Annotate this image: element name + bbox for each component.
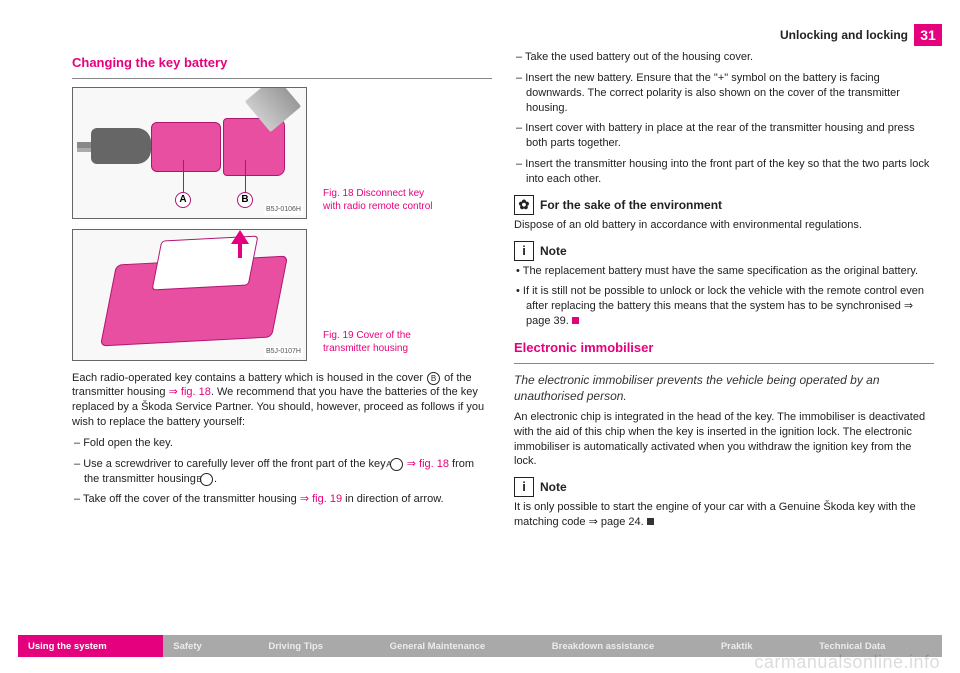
circ-b: B	[427, 372, 440, 385]
immob-note-body: It is only possible to start the engine …	[514, 500, 934, 530]
step-7: Insert the transmitter housing into the …	[514, 157, 934, 187]
immob-note-b: .	[641, 516, 644, 528]
tab-general-maintenance[interactable]: General Maintenance	[380, 635, 542, 657]
arrow-stem	[238, 242, 242, 258]
note-1: The replacement battery must have the sa…	[514, 264, 934, 279]
flower-icon: ✿	[514, 195, 534, 215]
figure-19-code: B5J-0107H	[264, 347, 303, 356]
tab-breakdown[interactable]: Breakdown assistance	[542, 635, 711, 657]
figure-18-block: A B B5J-0106H Fig. 18 Disconnect key wit…	[72, 87, 492, 219]
step3b: in direction of arrow.	[342, 493, 444, 505]
step3a: Take off the cover of the transmitter ho…	[83, 493, 300, 505]
figure-19-image: B5J-0107H	[72, 229, 307, 361]
note-title: Note	[540, 243, 567, 259]
info-icon: i	[514, 241, 534, 261]
figure-19-block: B5J-0107H Fig. 19 Cover of the transmitt…	[72, 229, 492, 361]
note-2: If it is still not be possible to unlock…	[514, 284, 934, 329]
tab-safety[interactable]: Safety	[163, 635, 258, 657]
step2a: Use a screwdriver to carefully lever off…	[83, 458, 389, 470]
left-column: Changing the key battery A B B5J-0106H F…	[72, 50, 492, 611]
note2a: If it is still not be possible to unlock…	[523, 285, 924, 312]
right-column: Take the used battery out of the housing…	[514, 50, 934, 611]
step-2: Use a screwdriver to carefully lever off…	[72, 457, 492, 487]
ref-fig18: ⇒ fig. 18	[169, 386, 211, 398]
immobiliser-body: An electronic chip is integrated in the …	[514, 410, 934, 469]
env-title: For the sake of the environment	[540, 197, 722, 213]
leader-b	[245, 160, 246, 194]
immob-note-title: Note	[540, 479, 567, 495]
immob-note-a: It is only possible to start the engine …	[514, 501, 916, 528]
section-title-battery: Changing the key battery	[72, 54, 492, 72]
circ-b2: B	[200, 473, 213, 486]
tab-using-system[interactable]: Using the system	[18, 635, 163, 657]
note-heading: i Note	[514, 241, 934, 261]
step-1: Fold open the key.	[72, 436, 492, 451]
step2c: .	[214, 473, 217, 485]
figure-18-code: B5J-0106H	[264, 205, 303, 214]
section-rule	[72, 78, 492, 79]
para-intro: Each radio-operated key contains a batte…	[72, 371, 492, 430]
end-square-icon	[572, 317, 579, 324]
figure-19-caption: Fig. 19 Cover of the transmitter housing	[323, 329, 443, 361]
section-rule-2	[514, 363, 934, 364]
env-heading: ✿ For the sake of the environment	[514, 195, 934, 215]
content-columns: Changing the key battery A B B5J-0106H F…	[72, 50, 934, 611]
note2b: .	[566, 315, 569, 327]
ref-fig18-b: ⇒ fig. 18	[407, 458, 449, 470]
figure-18-image: A B B5J-0106H	[72, 87, 307, 219]
tab-driving-tips[interactable]: Driving Tips	[258, 635, 379, 657]
immob-note-heading: i Note	[514, 477, 934, 497]
callout-b: B	[237, 192, 253, 208]
section-title-immobiliser: Electronic immobiliser	[514, 339, 934, 357]
step-5: Insert the new battery. Ensure that the …	[514, 71, 934, 116]
step-4: Take the used battery out of the housing…	[514, 50, 934, 65]
figure-18-caption: Fig. 18 Disconnect key with radio remote…	[323, 187, 443, 219]
step-3: Take off the cover of the transmitter ho…	[72, 492, 492, 507]
leader-a	[183, 160, 184, 194]
env-body: Dispose of an old battery in accordance …	[514, 218, 934, 233]
watermark: carmanualsonline.info	[754, 652, 940, 673]
running-title: Unlocking and locking	[780, 28, 908, 42]
para1a: Each radio-operated key contains a batte…	[72, 372, 426, 384]
immob-note-ref: ⇒ page 24	[589, 516, 641, 528]
circ-a: A	[390, 458, 403, 471]
info-icon-2: i	[514, 477, 534, 497]
callout-a: A	[175, 192, 191, 208]
step-6: Insert cover with battery in place at th…	[514, 121, 934, 151]
end-square-dark-icon	[647, 518, 654, 525]
immobiliser-lead: The electronic immobiliser prevents the …	[514, 372, 934, 404]
page-number: 31	[914, 24, 942, 46]
ref-fig19: ⇒ fig. 19	[300, 493, 342, 505]
key-part-a	[151, 122, 221, 172]
key-grip	[91, 128, 151, 164]
